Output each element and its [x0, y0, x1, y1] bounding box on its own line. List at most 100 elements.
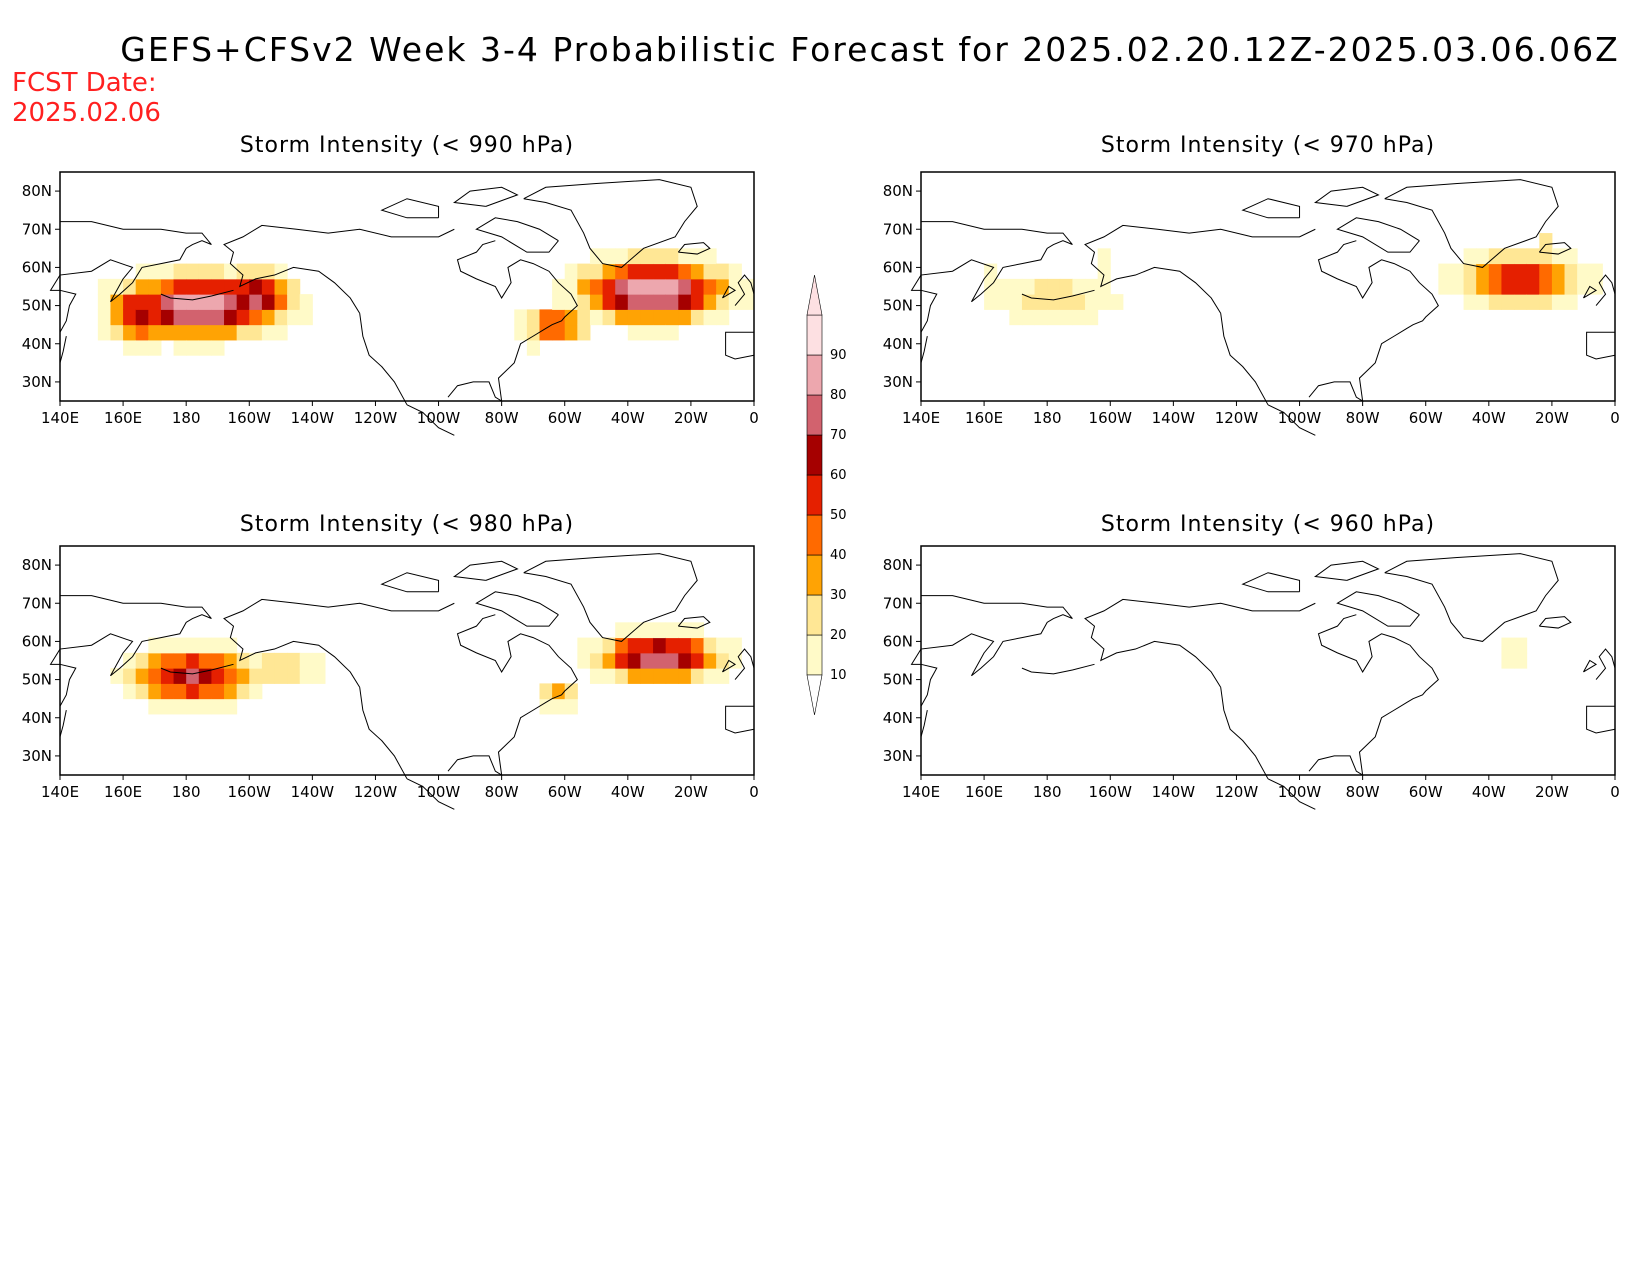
shade-cell	[526, 324, 540, 341]
lat-tick-label: 60N	[883, 632, 913, 650]
shade-cell	[514, 324, 528, 341]
shade-cell	[589, 668, 604, 684]
colorbar-label: 50	[830, 508, 847, 523]
map-panel-p990: Storm Intensity (< 990 hPa) 140E 160E 180 16…	[22, 133, 759, 436]
shade-cell	[1009, 278, 1023, 295]
lon-tick-label: 20W	[674, 783, 708, 801]
shade-cell	[1514, 248, 1528, 265]
probability-shading	[110, 622, 742, 715]
probability-shading	[97, 248, 755, 356]
shade-cell	[1539, 248, 1553, 265]
shade-cell	[224, 652, 238, 669]
coast-line	[1313, 560, 1380, 581]
shade-cell	[135, 339, 149, 356]
lat-tick-label: 70N	[22, 220, 52, 238]
shade-cell	[123, 294, 137, 310]
shade-cell	[1021, 278, 1036, 295]
shade-cell	[678, 668, 692, 684]
shade-cell	[564, 278, 578, 295]
shade-cell	[703, 309, 717, 326]
lon-tick-label: 0	[1610, 783, 1620, 801]
shade-cell	[690, 668, 705, 684]
shade-cell	[211, 698, 225, 715]
coast-line	[160, 289, 234, 301]
shade-cell	[665, 278, 679, 295]
shade-cell	[589, 294, 604, 310]
shade-cell	[1526, 263, 1540, 280]
coast-line	[452, 186, 519, 207]
shade-cell	[1097, 248, 1111, 265]
shade-cell	[615, 278, 629, 295]
lat-tick-label: 50N	[883, 297, 913, 315]
colorbar-label: 70	[830, 428, 847, 443]
coast-line	[380, 198, 440, 219]
shade-cell	[249, 668, 263, 684]
shade-cell	[186, 294, 200, 310]
shade-cell	[211, 324, 225, 341]
shade-cell	[110, 294, 124, 310]
shade-cell	[627, 278, 641, 295]
shade-cell	[526, 339, 540, 356]
shade-cell	[173, 324, 187, 341]
shade-cell	[526, 309, 540, 326]
lon-tick-label: 80W	[1346, 783, 1380, 801]
lon-tick-label: 140W	[291, 409, 335, 427]
shade-cell	[615, 668, 629, 684]
coast-line	[452, 560, 519, 581]
shade-cell	[148, 278, 162, 295]
lat-tick-label: 60N	[883, 258, 913, 276]
shade-cell	[690, 622, 705, 639]
shade-cell	[274, 309, 288, 326]
lon-tick-label: 120W	[1215, 409, 1259, 427]
shade-cell	[274, 294, 288, 310]
shade-cell	[1551, 248, 1566, 265]
coast-line	[1241, 572, 1301, 593]
coast-line	[406, 404, 455, 436]
shade-cell	[1009, 294, 1023, 310]
shade-cell	[148, 294, 162, 310]
shade-cell	[653, 622, 667, 639]
shade-cell	[274, 263, 288, 280]
shade-cell	[160, 309, 175, 326]
shade-cell	[148, 698, 162, 715]
lon-tick-label: 160W	[228, 783, 272, 801]
shade-cell	[539, 698, 553, 715]
shade-cell	[148, 683, 162, 700]
colorbar-segment	[806, 554, 823, 596]
shade-cell	[198, 683, 212, 700]
coast-line	[475, 217, 559, 253]
shade-cell	[1564, 278, 1578, 295]
lon-tick-label: 0	[749, 409, 759, 427]
panel-frame	[920, 545, 1616, 776]
shade-cell	[640, 652, 654, 669]
shade-cell	[602, 637, 616, 654]
shade-cell	[653, 263, 667, 280]
shade-cell	[123, 652, 137, 669]
shade-cell	[602, 652, 616, 669]
shade-cell	[198, 263, 212, 280]
shade-cell	[615, 622, 629, 639]
shade-cell	[224, 698, 238, 715]
coast-line	[1084, 224, 1316, 314]
lat-tick-label: 80N	[22, 556, 52, 574]
coast-line	[1336, 217, 1420, 253]
shade-cell	[615, 637, 629, 654]
shade-cell	[274, 324, 288, 341]
lat-tick-label: 40N	[22, 709, 52, 727]
map-panel-p980: Storm Intensity (< 980 hPa) 140E 160E 180 16…	[22, 512, 759, 810]
coast-line	[1313, 186, 1380, 207]
shade-cell	[678, 309, 692, 326]
lat-tick-label: 80N	[22, 182, 52, 200]
coast-line	[734, 648, 755, 680]
shade-cell	[615, 248, 629, 265]
shade-cell	[602, 668, 616, 684]
colorbar-segment	[806, 594, 823, 636]
shade-cell	[627, 294, 641, 310]
shade-cell	[274, 652, 288, 669]
shade-cell	[236, 683, 250, 700]
coast-line	[910, 595, 1073, 707]
shade-cell	[640, 622, 654, 639]
coast-line	[223, 224, 455, 314]
shade-cell	[110, 668, 124, 684]
shade-cell	[690, 278, 705, 295]
